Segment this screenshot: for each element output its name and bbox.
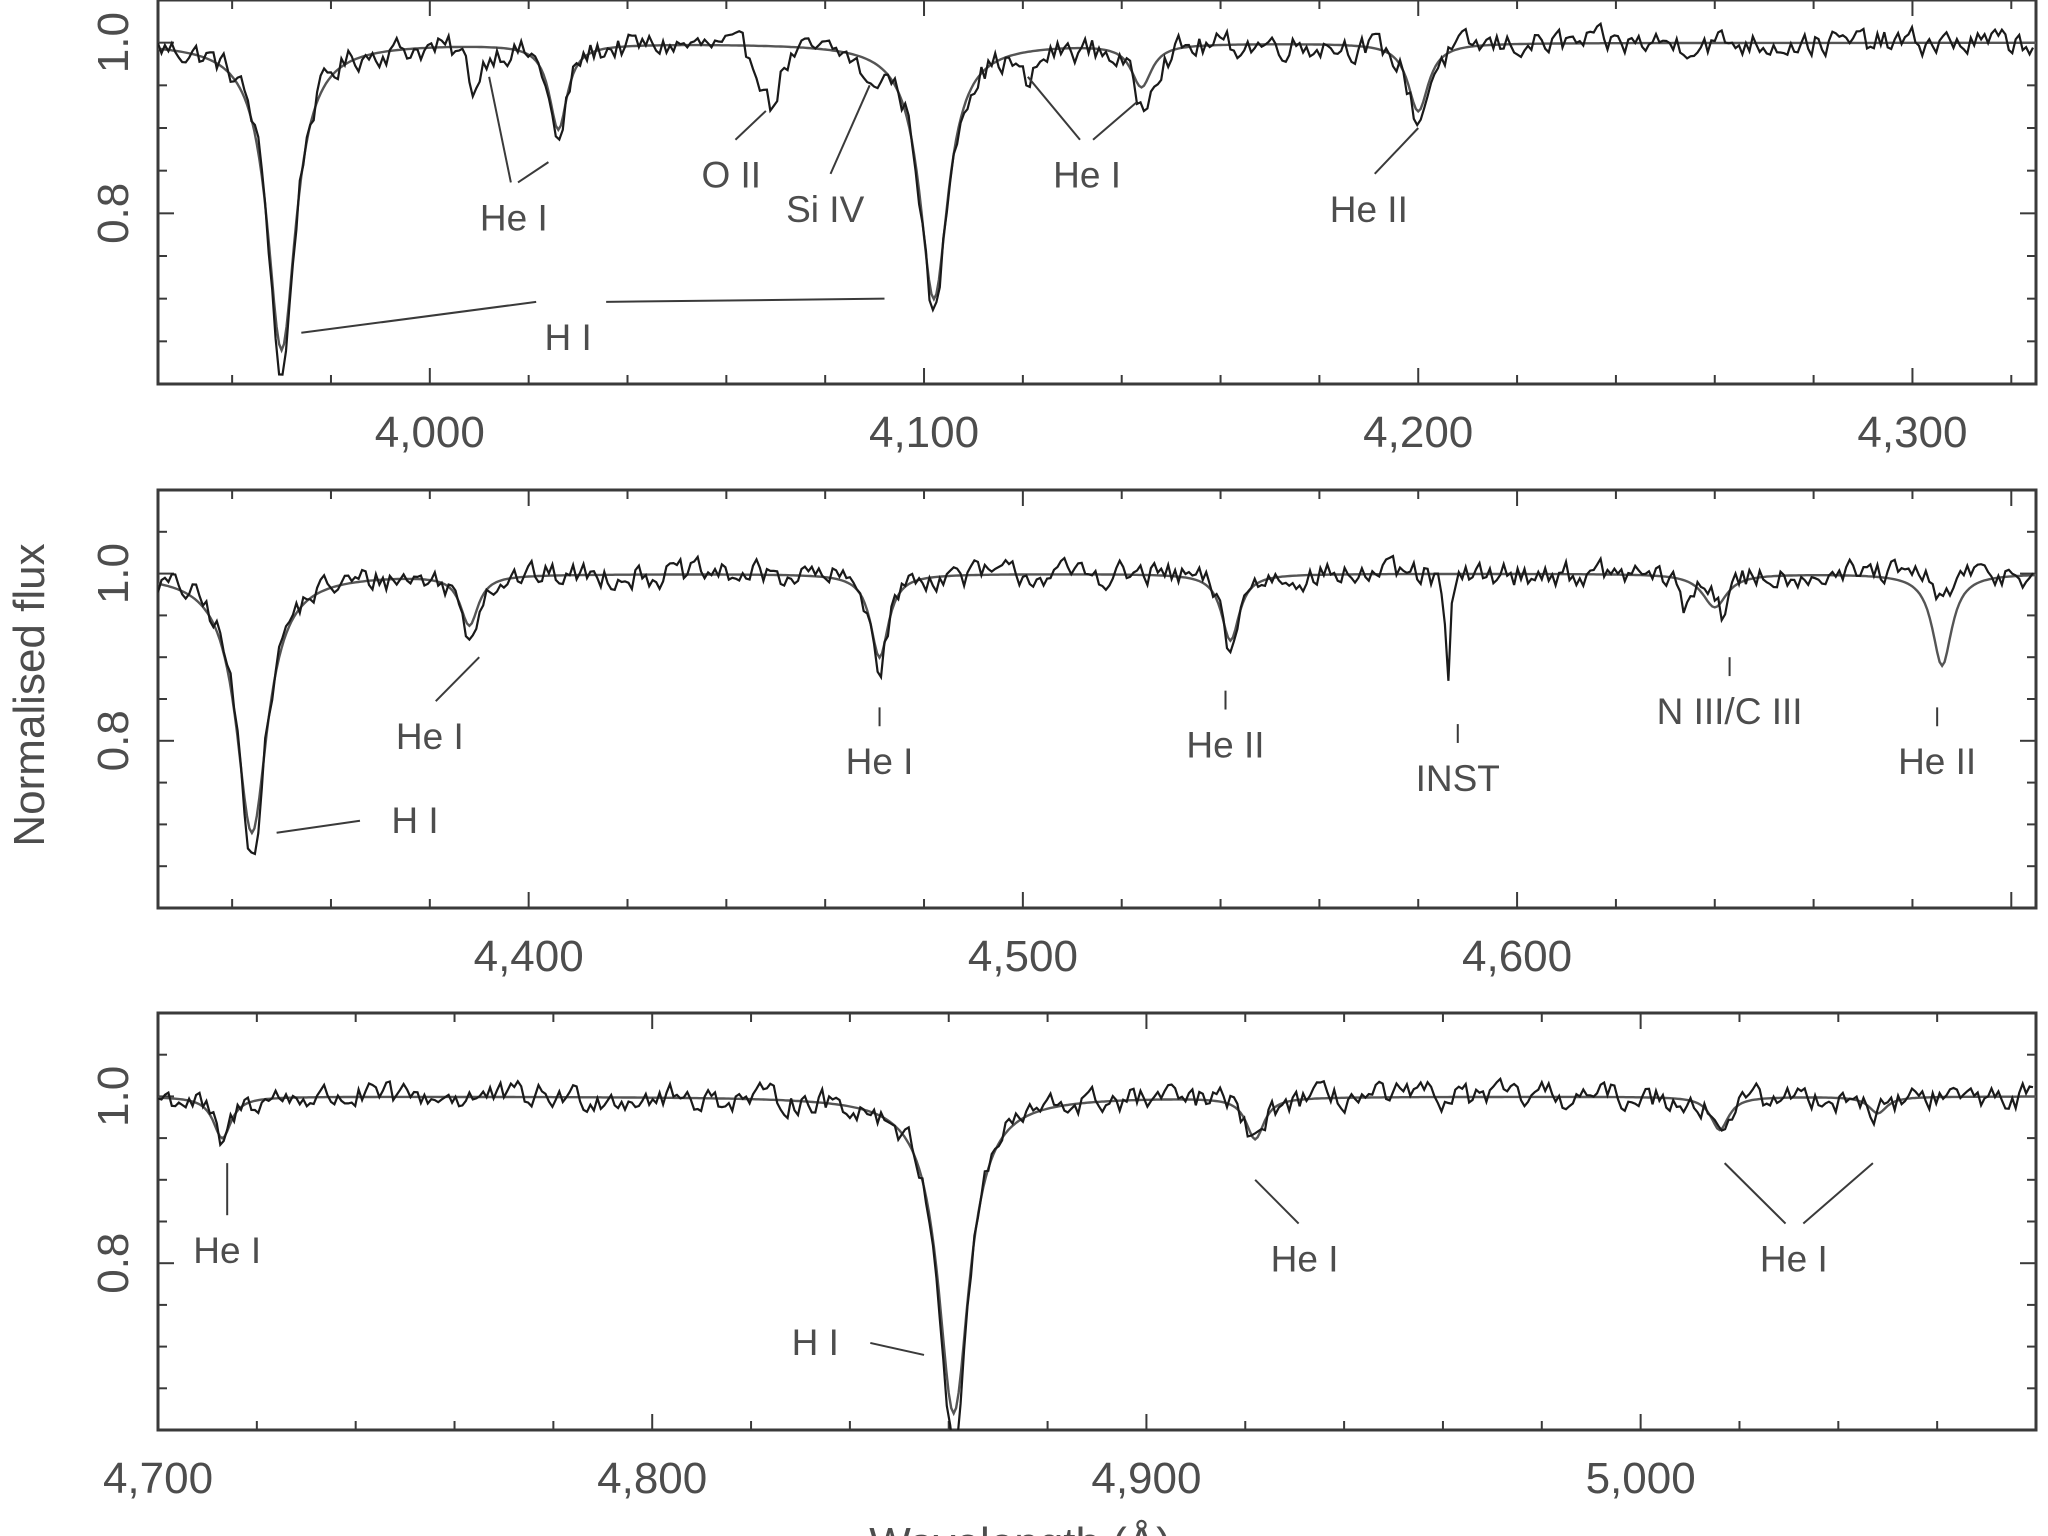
annotation-leader: [829, 84, 871, 175]
x-axis-label: Wavelength (Å): [869, 1519, 1171, 1536]
annotation-label: He II: [1898, 741, 1976, 782]
annotation-leader: [435, 656, 480, 702]
y-axis-label: Normalised flux: [5, 543, 54, 846]
annotation-label: He I: [396, 716, 464, 757]
line-annotation: H I: [276, 800, 439, 841]
line-annotation: H I: [792, 1322, 925, 1363]
line-annotation: INST: [1416, 724, 1500, 799]
panel-3: 4,700 4,800 4,900 5,000 0.8 1.0 He I He I He I H …: [89, 1011, 2038, 1503]
annotation-leader: [734, 110, 767, 141]
x-tick-label: 4,500: [968, 932, 1078, 981]
model-spectrum-line: [158, 41, 2036, 354]
annotation-leader: [606, 297, 885, 303]
annotation-label: H I: [545, 317, 592, 358]
x-tick-label: 4,100: [869, 408, 979, 457]
x-tick-label: 4,400: [474, 932, 584, 981]
x-tick-label: 4,000: [375, 408, 485, 457]
x-tick-label: 4,700: [103, 1454, 213, 1503]
line-annotation: He I: [1723, 1162, 1874, 1280]
line-annotation: He I: [1254, 1179, 1339, 1280]
panel-1: 4,000 4,100 4,200 4,300 0.8 1.0 He I O II Si IV H…: [89, 0, 2038, 457]
data-area: [158, 1076, 2036, 1430]
line-annotation: He II: [1186, 690, 1265, 766]
y-tick-label: 1.0: [89, 12, 138, 73]
observed-spectrum-line: [158, 1076, 2034, 1430]
annotation-label: He II: [1330, 189, 1408, 230]
annotation-label: He II: [1186, 725, 1264, 766]
line-annotation: He II: [1330, 127, 1419, 230]
y-tick-label: 0.8: [89, 1233, 138, 1294]
plot-frame: [156, 1011, 2038, 1432]
line-annotation: He I: [480, 76, 549, 238]
data-area: [158, 21, 2036, 376]
annotation-label: H I: [792, 1322, 839, 1363]
data-area: [158, 554, 2036, 856]
x-tick-label: 4,900: [1091, 1454, 1201, 1503]
observed-spectrum-line: [158, 554, 2034, 856]
plot-frame: [156, 0, 2038, 386]
annotation-label: He I: [846, 741, 914, 782]
model-spectrum-line: [158, 1095, 2036, 1417]
x-tick-label: 4,300: [1857, 408, 1967, 457]
annotation-leader: [276, 819, 361, 834]
annotation-label: He I: [1271, 1239, 1339, 1280]
line-annotation: Si IV: [786, 84, 871, 230]
annotation-leader: [1027, 76, 1081, 141]
annotation-leader: [1092, 101, 1138, 141]
line-annotation: H I: [301, 297, 885, 358]
annotation-leader: [1802, 1162, 1874, 1225]
annotation-leader: [1254, 1179, 1300, 1225]
y-tick-label: 0.8: [89, 183, 138, 244]
annotation-label: O II: [701, 155, 761, 196]
line-annotation: N III/C III: [1657, 657, 1803, 732]
x-tick-label: 5,000: [1586, 1454, 1696, 1503]
annotation-leader: [301, 300, 537, 334]
line-annotation: He II: [1898, 707, 1976, 782]
line-annotation: He I: [193, 1163, 261, 1271]
line-annotation: He I: [1027, 76, 1138, 196]
x-tick-label: 4,600: [1462, 932, 1572, 981]
annotation-label: H I: [391, 800, 438, 841]
line-annotation: He I: [396, 656, 480, 757]
observed-spectrum-line: [158, 21, 2034, 376]
line-annotation: O II: [701, 110, 767, 196]
annotation-label: Si IV: [786, 189, 864, 230]
annotation-label: He I: [480, 197, 548, 238]
annotation-label: He I: [1760, 1239, 1828, 1280]
line-annotation: He I: [846, 707, 914, 782]
y-tick-label: 0.8: [89, 710, 138, 771]
panel-2: 4,400 4,500 4,600 0.8 1.0 He I He I He II INST N …: [89, 488, 2038, 981]
annotation-leader: [517, 161, 549, 184]
x-tick-label: 4,800: [597, 1454, 707, 1503]
annotation-label: INST: [1416, 758, 1500, 799]
y-tick-label: 1.0: [89, 1066, 138, 1127]
annotation-label: N III/C III: [1657, 691, 1803, 732]
x-tick-label: 4,200: [1363, 408, 1473, 457]
annotation-leader: [1374, 127, 1419, 175]
annotation-label: He I: [1053, 155, 1121, 196]
annotation-label: He I: [193, 1230, 261, 1271]
annotation-leader: [488, 76, 512, 183]
annotation-leader: [1723, 1162, 1787, 1225]
annotation-leader: [870, 1341, 925, 1356]
y-tick-label: 1.0: [89, 543, 138, 604]
